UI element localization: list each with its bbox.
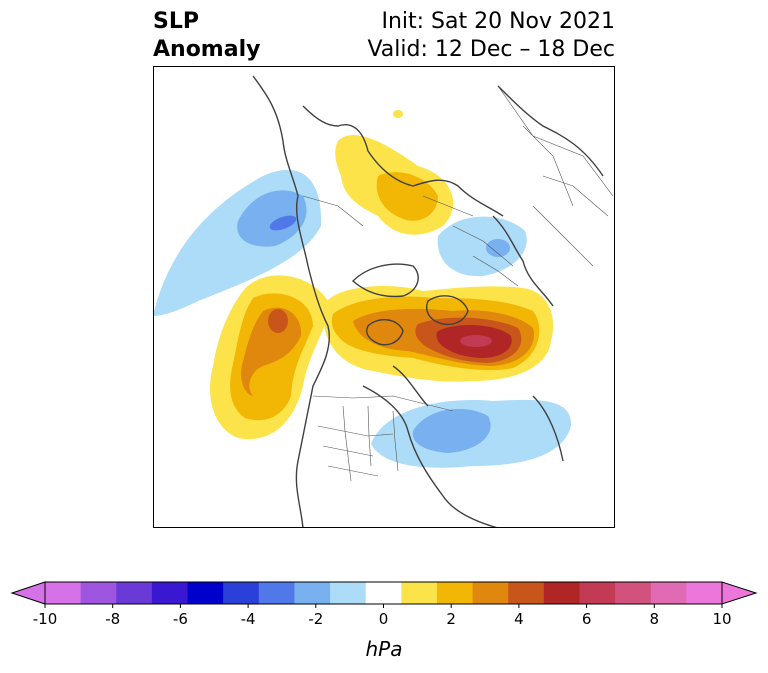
map-title: SLP Anomaly [153,8,260,64]
colorbar-segment [116,582,153,604]
colorbar-segment [45,582,82,604]
colorbar-segment [80,582,117,604]
colorbar-unit-label: hPa [366,637,403,661]
colorbar-segment [650,582,687,604]
colorbar-tick-label: -2 [308,610,323,628]
colorbar-tick-label: 10 [712,610,731,628]
negative-anomaly-eastern-us [371,399,572,468]
colorbar-segment [258,582,295,604]
colorbar-segment [294,582,331,604]
forecast-dates: Init: Sat 20 Nov 2021 Valid: 12 Dec – 18… [367,8,615,64]
colorbar-ticks: -10 -8 -6 -4 -2 0 2 4 6 8 10 [33,604,732,628]
colorbar-tick-label: -8 [105,610,120,628]
colorbar-segment [543,582,580,604]
colorbar-segment [365,582,402,604]
title-variable-type: Anomaly [153,37,261,62]
colorbar-tick-label: 0 [379,610,389,628]
colorbar-segment [187,582,224,604]
colorbar-segments [10,581,758,605]
colorbar-over-triangle [721,581,758,605]
colorbar-segment [401,582,438,604]
colorbar-segment [686,582,723,604]
colorbar-segment [472,582,509,604]
colorbar-under-triangle [10,581,46,605]
colorbar-segment [436,582,474,604]
slp-anomaly-map [153,66,615,528]
colorbar-tick-label: 2 [446,610,456,628]
positive-anomaly-western-canada [210,275,331,440]
colorbar: -10 -8 -6 -4 -2 0 2 4 6 8 10 hPa [10,581,758,661]
colorbar-segment [508,582,545,604]
colorbar-tick-label: -4 [241,610,256,628]
colorbar-segment [223,582,260,604]
valid-range: Valid: 12 Dec – 18 Dec [367,37,615,62]
colorbar-segment [330,582,367,604]
positive-anomaly-siberia [335,110,454,235]
colorbar-tick-label: 6 [582,610,592,628]
title-variable: SLP [153,9,199,34]
colorbar-tick-label: 8 [650,610,660,628]
colorbar-segment [615,582,652,604]
negative-anomaly-pacific [153,169,322,316]
colorbar-tick-label: -6 [173,610,188,628]
coastlines [252,75,604,528]
colorbar-tick-label: -10 [33,610,58,628]
init-date: Init: Sat 20 Nov 2021 [381,9,615,34]
colorbar-segment [151,582,189,604]
country-borders [302,85,614,482]
colorbar-segment [579,582,616,604]
colorbar-tick-label: 4 [514,610,524,628]
positive-anomaly-greenland [322,286,554,382]
